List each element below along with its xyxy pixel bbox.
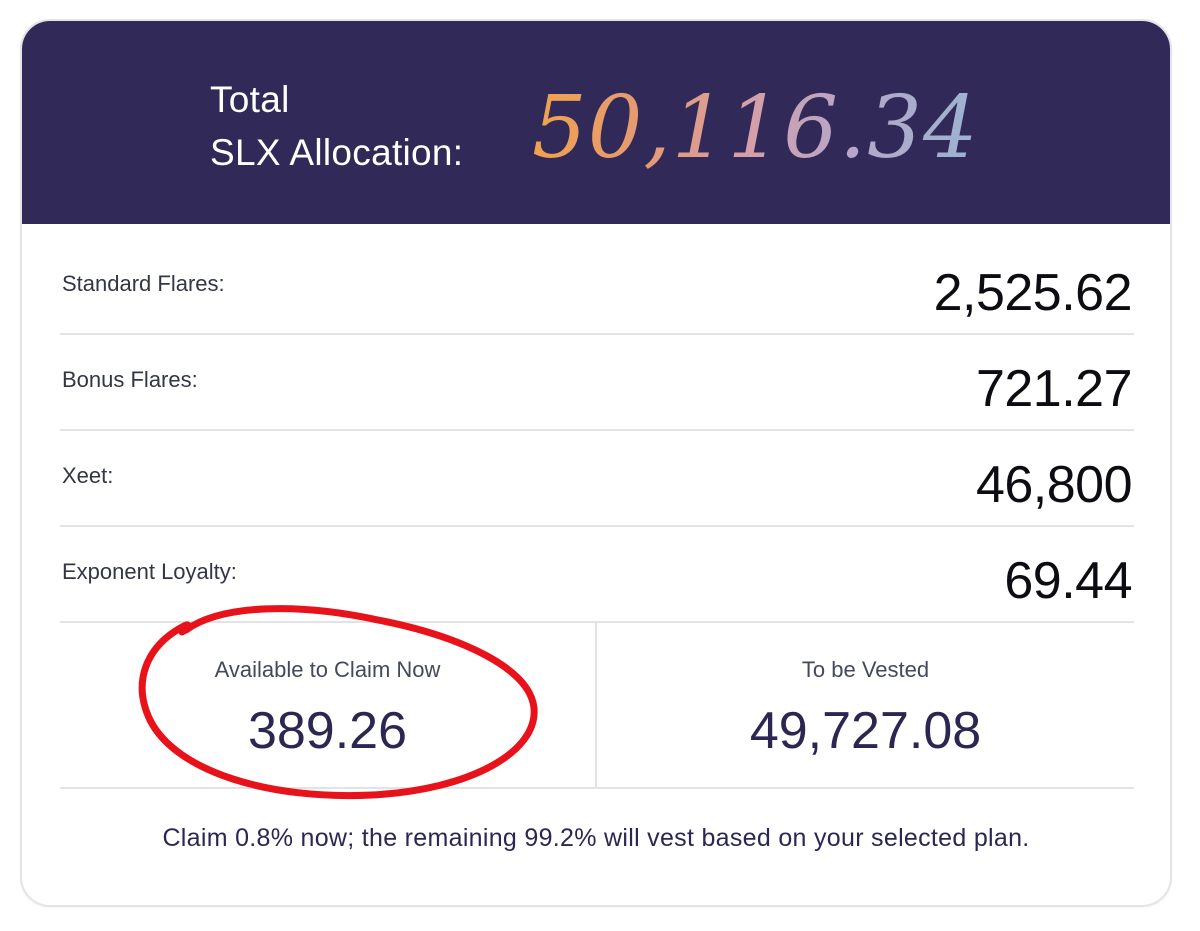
to-be-vested-label: To be Vested	[801, 657, 930, 682]
row-label: Standard Flares:	[62, 271, 225, 296]
row-label: Exponent Loyalty:	[62, 559, 237, 584]
row-label: Xeet:	[62, 463, 114, 488]
breakdown-row-xeet: Xeet: 46,800	[60, 431, 1134, 527]
claim-summary: Available to Claim Now 389.26 To be Vest…	[60, 623, 1134, 789]
row-value: 46,800	[975, 456, 1133, 514]
allocation-card: Total SLX Allocation: 50,116.34 Standard…	[20, 19, 1172, 907]
row-value: 2,525.62	[933, 264, 1133, 322]
row-value: 69.44	[1004, 552, 1132, 610]
available-to-claim-label: Available to Claim Now	[214, 657, 441, 682]
total-allocation-value: 50,116.34	[532, 73, 979, 183]
breakdown-row-bonus-flares: Bonus Flares: 721.27	[60, 335, 1134, 431]
total-label-line1: Total	[210, 79, 290, 120]
to-be-vested-amount: 49,727.08	[749, 702, 982, 760]
allocation-header: Total SLX Allocation: 50,116.34	[22, 21, 1170, 224]
vesting-footnote: Claim 0.8% now; the remaining 99.2% will…	[162, 824, 1030, 852]
breakdown-row-standard-flares: Standard Flares: 2,525.62	[60, 239, 1134, 335]
breakdown-row-exponent-loyalty: Exponent Loyalty: 69.44	[60, 527, 1134, 623]
total-allocation-label: Total SLX Allocation:	[210, 73, 463, 179]
to-be-vested-panel: To be Vested 49,727.08	[597, 623, 1134, 787]
row-label: Bonus Flares:	[62, 367, 198, 392]
available-to-claim-panel: Available to Claim Now 389.26	[60, 623, 597, 787]
available-to-claim-amount: 389.26	[247, 702, 408, 760]
row-value: 721.27	[975, 360, 1133, 418]
allocation-breakdown: Standard Flares: 2,525.62 Bonus Flares: …	[60, 239, 1134, 623]
total-label-line2: SLX Allocation:	[210, 132, 464, 173]
